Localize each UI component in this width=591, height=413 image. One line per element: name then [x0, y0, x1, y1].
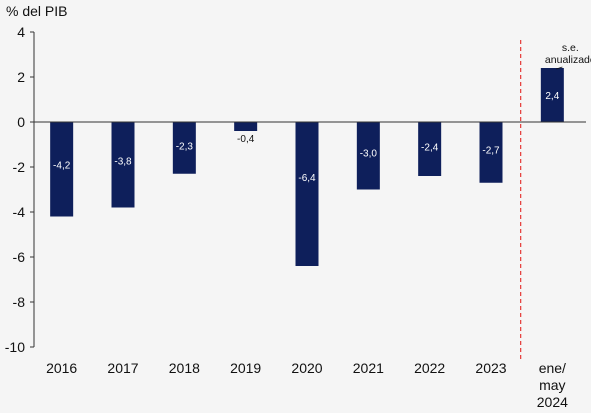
x-tick-label: 2022 [414, 360, 445, 376]
bar [295, 122, 319, 266]
x-tick-label: 2016 [46, 360, 77, 376]
x-tick-label: 2021 [353, 360, 384, 376]
annotation-leader [556, 66, 563, 70]
bar [418, 122, 442, 176]
y-axis: 4 2 0 -2 -4 -6 -8 -10 [5, 24, 35, 355]
y-tick-label: 2 [17, 69, 25, 85]
data-label: -2,4 [421, 142, 439, 153]
bar [356, 122, 380, 190]
y-tick-label: -8 [13, 294, 26, 310]
data-label: -6,4 [298, 173, 316, 184]
x-tick-label: 2023 [475, 360, 506, 376]
data-label: -3,8 [114, 156, 132, 167]
data-label: -0,4 [237, 134, 255, 145]
data-label: -4,2 [53, 161, 71, 172]
data-label: 2,4 [545, 91, 559, 102]
y-tick-label: -6 [13, 249, 26, 265]
data-label: -2,3 [176, 141, 194, 152]
y-tick-label: -10 [5, 339, 25, 355]
data-label: -2,7 [482, 145, 500, 156]
bar [50, 122, 74, 217]
x-tick-label: 2018 [169, 360, 200, 376]
y-tick-label: -2 [13, 159, 26, 175]
x-tick-label: 2019 [230, 360, 261, 376]
bars: -4,2 -3,8 -2,3 -0,4 -6,4 -3,0 -2,4 -2,7 2,4 [50, 68, 564, 266]
bar [172, 122, 196, 174]
overlay: s.e. anualizado [520, 40, 591, 362]
y-tick-label: 4 [17, 24, 25, 40]
data-label: -3,0 [360, 148, 378, 159]
y-tick-label: 0 [17, 114, 25, 130]
y-axis-label: % del PIB [6, 3, 67, 19]
bar [234, 122, 258, 131]
annotation-label: s.e. anualizado [545, 42, 591, 66]
bar [479, 122, 503, 183]
y-tick-label: -4 [13, 204, 26, 220]
x-axis: 2016 2017 2018 2019 2020 2021 2022 2023 ene/may 2… [34, 121, 586, 410]
bar [540, 68, 564, 122]
x-tick-label: 2017 [107, 360, 138, 376]
x-tick-label: 2020 [291, 360, 322, 376]
bar [111, 122, 135, 208]
x-tick-label: ene/may 2024 [537, 360, 568, 410]
